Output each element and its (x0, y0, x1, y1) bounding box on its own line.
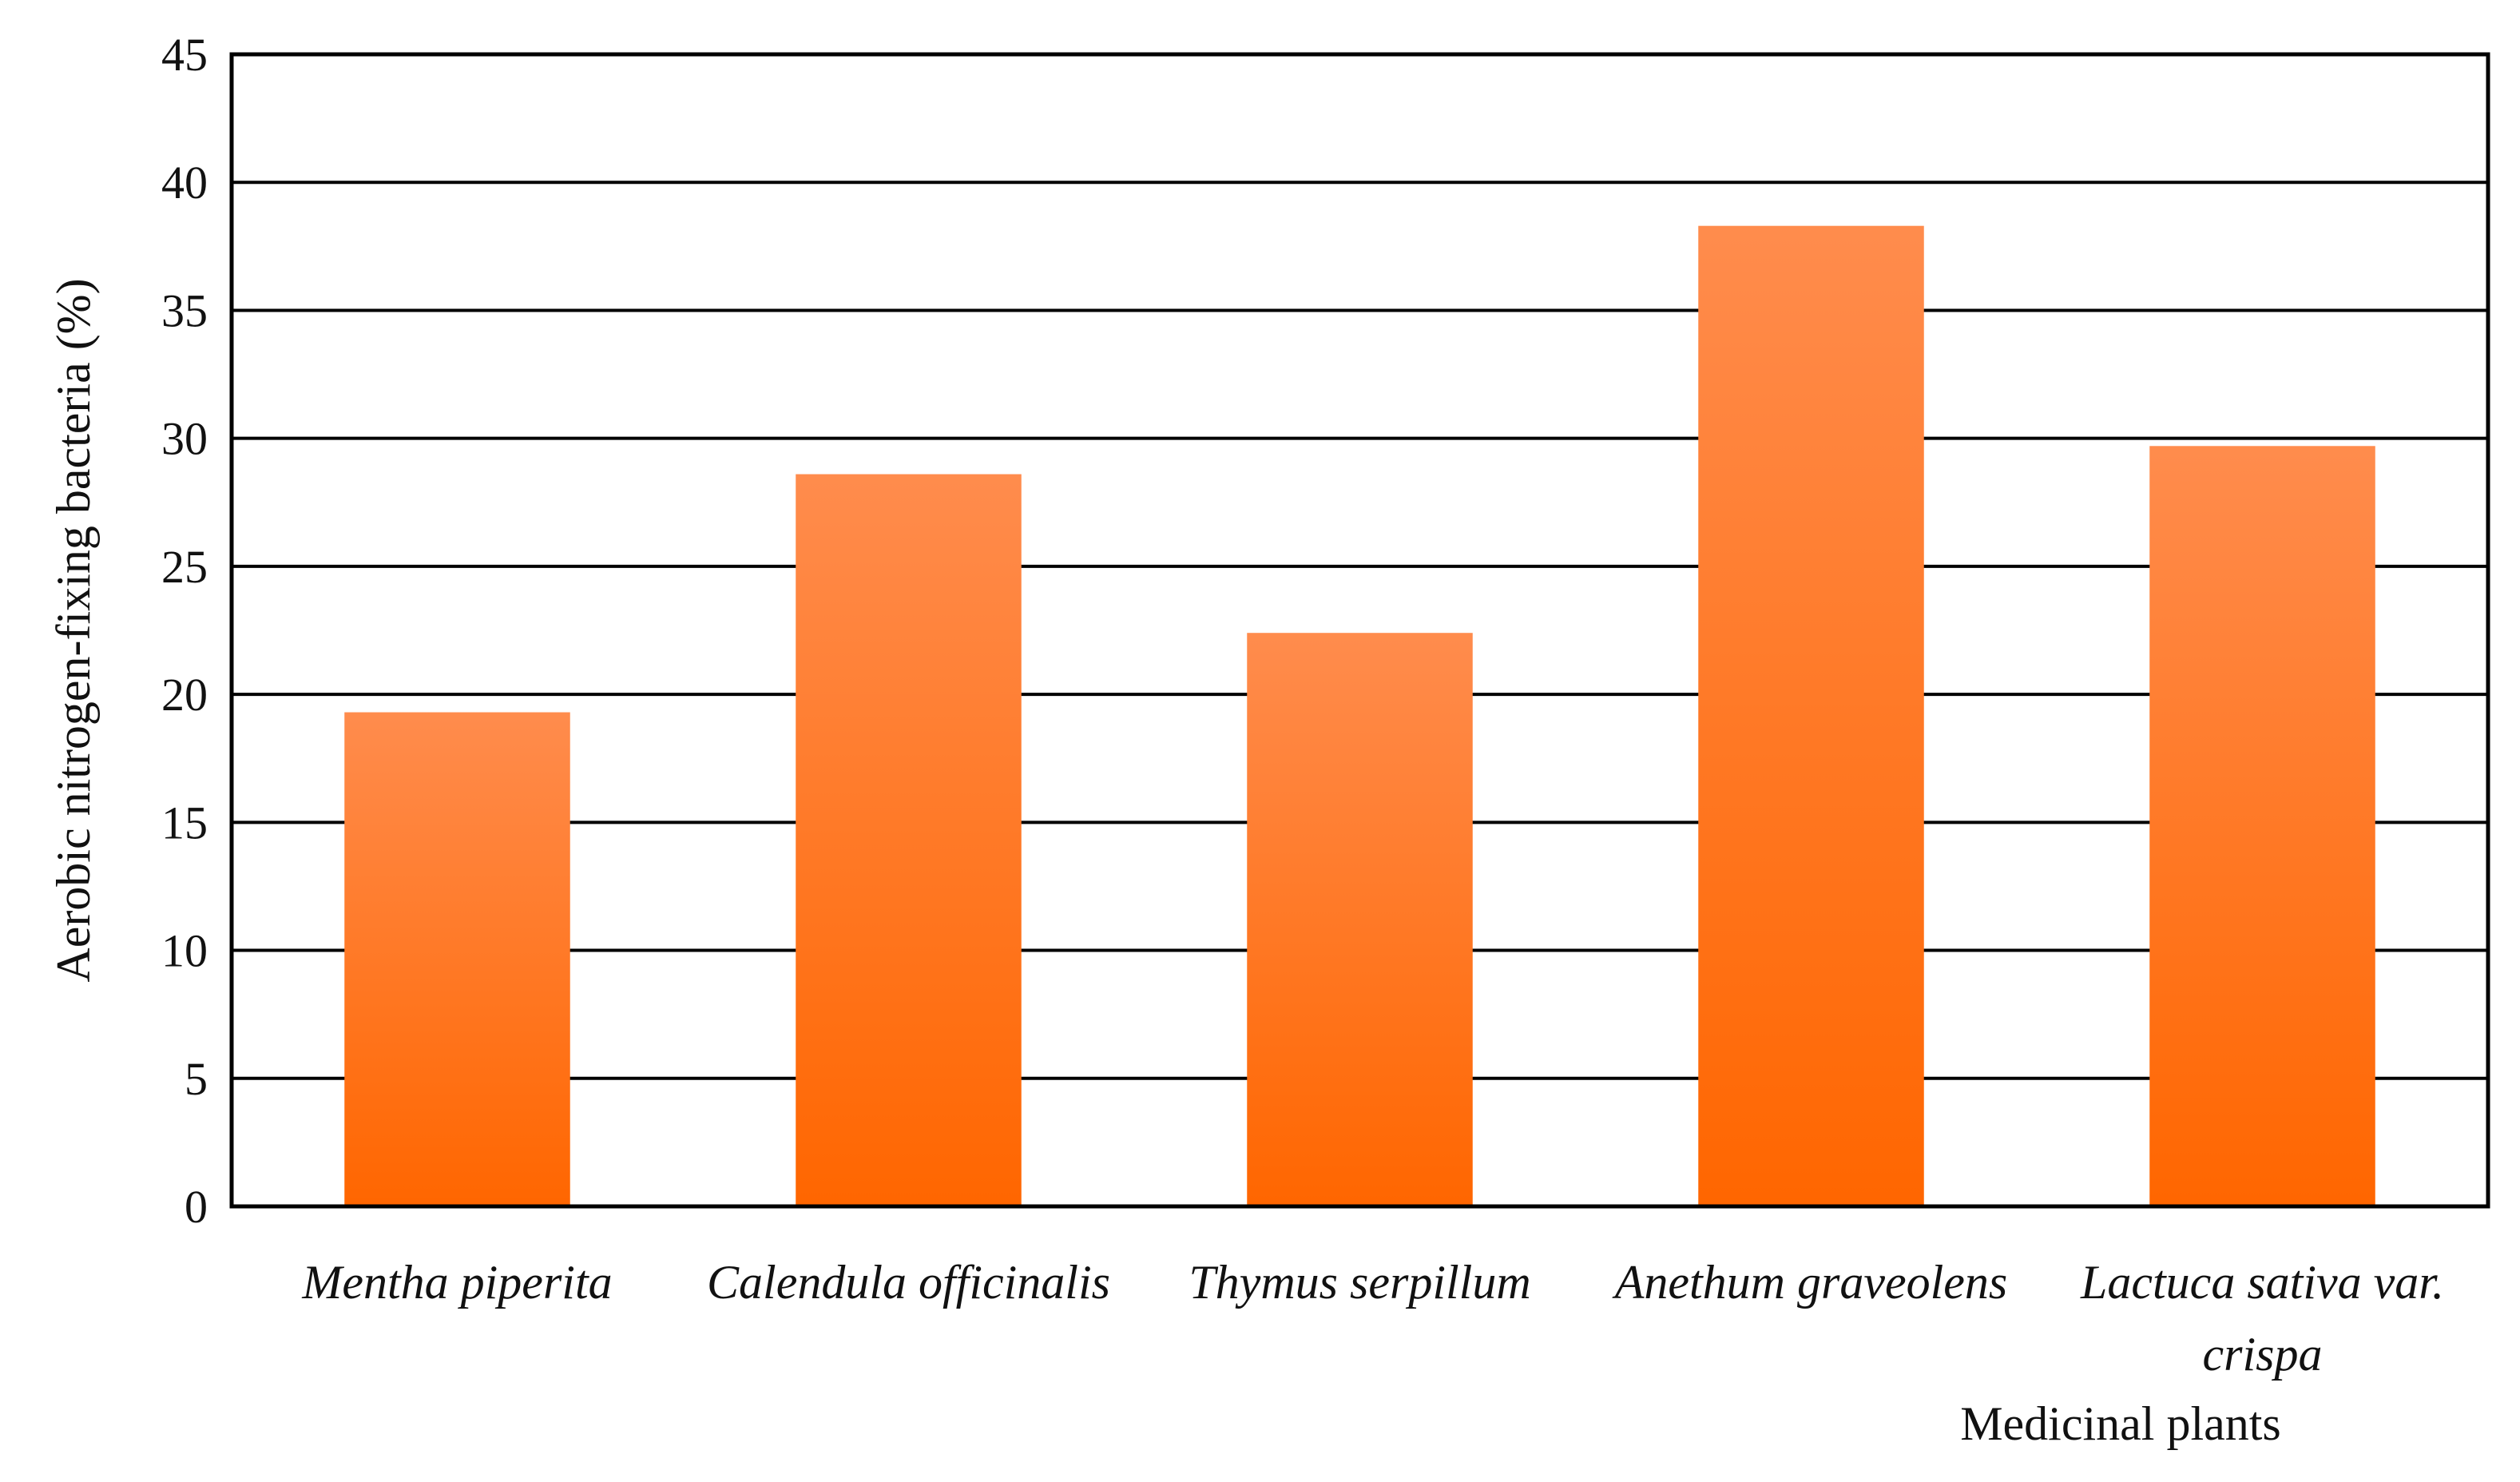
bars (344, 225, 2375, 1207)
x-axis-categories: Mentha piperita Calendula officinalis Thym… (301, 1256, 2444, 1381)
x-category-label: Calendula officinalis (707, 1256, 1110, 1309)
x-category-label: Thymus serpillum (1189, 1256, 1530, 1309)
y-tick-label: 25 (161, 541, 208, 593)
x-category-label: Lactuca sativa var. (2080, 1256, 2444, 1309)
y-tick-label: 40 (161, 157, 208, 209)
y-tick-label: 30 (161, 413, 208, 465)
x-category-label: crispa (2203, 1328, 2323, 1381)
bar (1247, 633, 1473, 1206)
y-tick-label: 20 (161, 669, 208, 721)
y-tick-label: 45 (161, 29, 208, 81)
bar (2149, 446, 2375, 1206)
y-tick-label: 0 (185, 1181, 208, 1233)
y-tick-label: 10 (161, 925, 208, 977)
plot-frame (229, 52, 2490, 1209)
bar (344, 712, 570, 1206)
y-tick-label: 5 (185, 1053, 208, 1105)
y-axis-title: Aerobic nitrogen-fixing bacteria (%) (47, 278, 100, 982)
y-tick-label: 35 (161, 284, 208, 336)
bar (1698, 225, 1924, 1207)
bar (796, 474, 1022, 1206)
x-axis-title: Medicinal plants (1960, 1397, 2281, 1450)
x-category-label: Anethum graveolens (1612, 1256, 2008, 1309)
y-tick-label: 15 (161, 797, 208, 848)
y-axis-ticks: 0 5 10 15 20 25 30 35 40 45 (161, 29, 208, 1233)
x-category-label: Mentha piperita (301, 1256, 612, 1309)
